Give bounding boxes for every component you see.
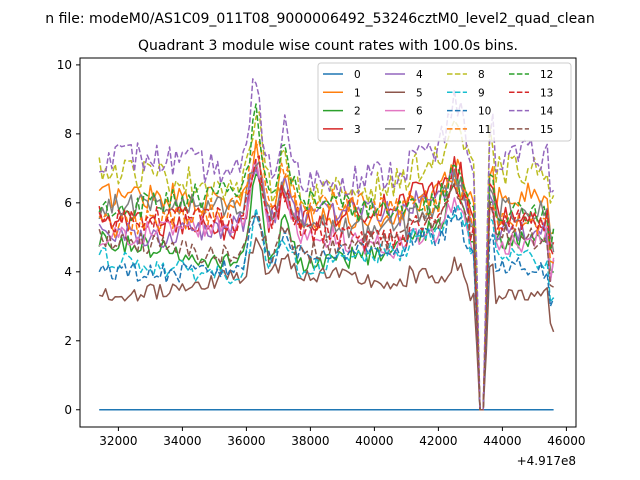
series-line-14 — [99, 78, 555, 411]
legend-label-6: 6 — [416, 106, 423, 118]
y-tick-label: 10 — [57, 58, 72, 72]
x-tick-label: 44000 — [483, 434, 521, 448]
x-tick-label: 34000 — [163, 434, 201, 448]
legend-label-12: 12 — [540, 69, 553, 81]
legend-label-15: 15 — [540, 124, 553, 136]
legend-label-13: 13 — [540, 87, 553, 99]
legend-label-11: 11 — [478, 124, 491, 136]
x-tick-label: 32000 — [99, 434, 137, 448]
legend-label-5: 5 — [416, 87, 423, 99]
y-tick-label: 2 — [64, 334, 72, 348]
y-tick-label: 0 — [64, 403, 72, 417]
x-tick-label: 36000 — [227, 434, 265, 448]
legend-box — [317, 62, 572, 142]
legend-label-4: 4 — [416, 69, 423, 81]
x-tick-label: 42000 — [419, 434, 457, 448]
x-tick-label: 40000 — [355, 434, 393, 448]
legend-label-2: 2 — [354, 106, 361, 118]
legend-label-8: 8 — [478, 69, 485, 81]
legend-label-3: 3 — [354, 124, 361, 136]
legend-label-14: 14 — [540, 106, 554, 118]
y-tick-label: 6 — [64, 196, 72, 210]
legend-label-9: 9 — [478, 87, 485, 99]
y-axis: 0 2 4 6 8 10 — [57, 58, 80, 417]
y-tick-label: 4 — [64, 265, 72, 279]
x-offset-label: +4.917e8 — [517, 454, 576, 468]
chart-title: Quadrant 3 module wise count rates with … — [138, 38, 518, 54]
y-tick-label: 8 — [64, 127, 72, 141]
legend-label-7: 7 — [416, 124, 423, 136]
series-line-15 — [98, 182, 554, 411]
plot-area — [98, 78, 555, 411]
axes-frame — [79, 57, 577, 428]
legend-label-0: 0 — [354, 69, 361, 81]
figure-suptitle: n file: modeM0/AS1C09_011T08_9000006492_… — [45, 11, 594, 27]
legend-label-1: 1 — [354, 87, 361, 99]
x-axis: 32000 34000 36000 38000 40000 42000 44000 46000 — [99, 427, 585, 448]
x-tick-label: 46000 — [547, 434, 585, 448]
x-tick-label: 38000 — [291, 434, 329, 448]
legend-label-10: 10 — [478, 106, 491, 118]
